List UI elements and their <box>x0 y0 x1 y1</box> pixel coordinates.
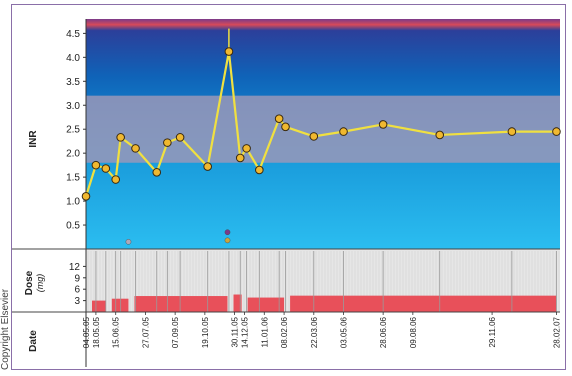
date-tick-label: 27.07.05 <box>141 316 150 348</box>
inr-data-point <box>203 162 212 171</box>
inr-data-point <box>116 133 125 142</box>
inr-data-point <box>507 127 517 136</box>
dose-bar <box>233 294 242 312</box>
inr-tick-label: 2.5 <box>66 125 80 136</box>
date-tick-label: 28.06.06 <box>379 316 388 348</box>
date-tick-label: 03.05.06 <box>340 316 349 348</box>
inr-series-line <box>84 50 557 197</box>
copyright-text: Copyright Elsevier <box>0 288 11 370</box>
date-tick-label: 29.11.06 <box>488 316 497 347</box>
event-marker <box>125 239 132 245</box>
inr-data-point <box>552 127 561 136</box>
inr-data-point <box>255 165 264 175</box>
inr-data-point <box>152 168 162 177</box>
inr-data-point <box>175 133 185 142</box>
inr-data-point <box>224 47 234 56</box>
event-marker <box>224 229 231 236</box>
dose-tick-label: 9 <box>74 273 80 284</box>
inr-tick-label: 3.5 <box>66 77 80 88</box>
inr-tick-label: 1.5 <box>66 173 80 184</box>
date-tick-label: 07.09.05 <box>171 316 180 348</box>
target-range-band <box>86 95 560 163</box>
date-tick-label: 04.05.05 <box>82 316 91 348</box>
dose-tick-label: 12 <box>69 262 81 273</box>
dose-unit-label: (mg) <box>35 274 45 293</box>
date-tick-label: 15.06.05 <box>112 316 121 348</box>
inr-data-point <box>281 122 290 132</box>
inr-axis-label: INR <box>28 130 39 148</box>
date-tick-label: 08.02.06 <box>280 316 289 348</box>
date-tick-label: 11.01.06 <box>260 316 269 347</box>
inr-data-point <box>435 130 445 140</box>
dose-axis-label: Dose <box>24 270 35 295</box>
inr-data-point <box>111 175 121 184</box>
inr-data-point <box>242 144 251 153</box>
dose-bar <box>111 298 129 312</box>
date-axis-label: Date <box>28 330 39 352</box>
dose-bar <box>134 296 228 312</box>
inr-data-point <box>235 153 245 163</box>
inr-data-point <box>131 144 140 153</box>
date-tick-label: 18.05.05 <box>92 316 101 348</box>
dose-tick-label: 3 <box>74 296 80 307</box>
inr-data-point <box>309 132 319 141</box>
inr-tick-label: 4.5 <box>66 29 80 40</box>
date-panel: 04.05.05 18.05.05 15.06.05 27.07.05 07.09.05… <box>12 248 561 367</box>
dose-tick-label: 6 <box>74 285 80 296</box>
inr-tick-label: 4.0 <box>66 53 80 64</box>
inr-tick-label: 3.0 <box>66 101 80 112</box>
date-tick-label: 28.02.07 <box>552 316 561 348</box>
dose-bar <box>92 300 106 312</box>
inr-data-point <box>274 114 284 123</box>
dose-bar <box>247 297 285 312</box>
date-tick-label: 22.03.06 <box>310 316 319 348</box>
inr-tick-label: 1.0 <box>66 197 80 208</box>
inr-tick-label: 2.0 <box>66 149 80 160</box>
inr-data-point <box>163 138 172 147</box>
inr-data-point <box>339 127 348 136</box>
inr-tick-label: 0.5 <box>66 221 80 232</box>
date-tick-label: 14.12.05 <box>240 316 249 348</box>
inr-panel: 0.5 1.0 1.5 2.0 2.5 3.0 3.5 4.0 4.5 <box>66 19 561 249</box>
chart-frame: 0.5 1.0 1.5 2.0 2.5 3.0 3.5 4.0 4.5 3 6 9 12 04.05.… <box>11 4 566 370</box>
date-tick-label: 09.08.06 <box>409 316 418 348</box>
event-marker <box>224 237 231 244</box>
inr-data-point <box>91 160 101 170</box>
panel-labels: INR Dose (mg) Date <box>24 130 45 352</box>
date-tick-label: 30.11.05 <box>231 316 240 347</box>
inr-data-point <box>378 120 388 129</box>
inr-data-point <box>101 164 111 173</box>
inr-data-point <box>81 191 91 201</box>
dose-bar <box>290 295 557 312</box>
copyright-note: Copyright Elsevier <box>0 222 11 372</box>
date-tick-label: 19.10.05 <box>201 316 210 348</box>
